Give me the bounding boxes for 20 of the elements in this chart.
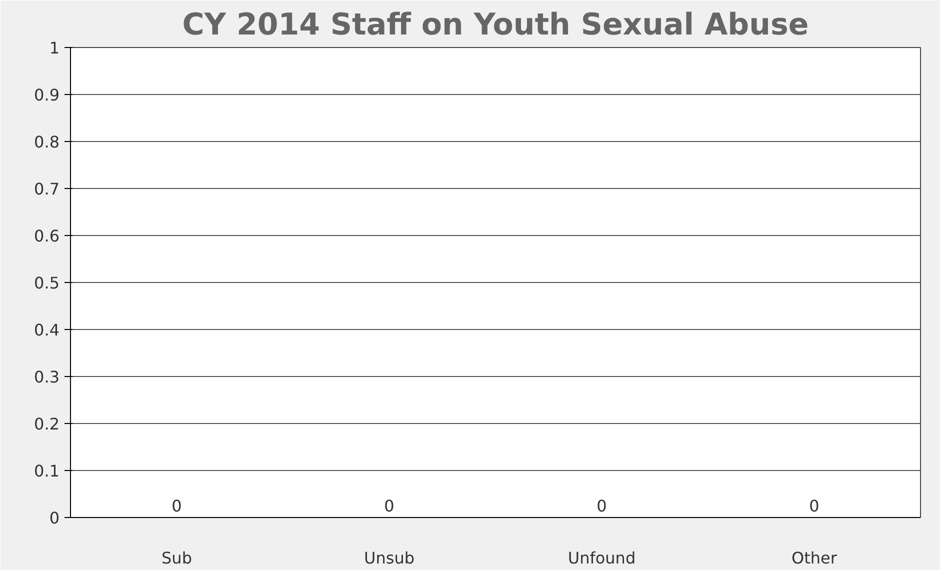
x-tick-label: Unfound (568, 548, 636, 568)
data-label: 0 (384, 496, 394, 516)
y-tick-label: 0.3 (34, 368, 60, 386)
y-tick-label: 0.2 (34, 414, 60, 434)
chart-title: CY 2014 Staff on Youth Sexual Abuse (182, 8, 809, 42)
y-tick-label: 0.1 (34, 462, 60, 480)
y-tick-label: 0.8 (34, 132, 60, 152)
x-tick-label: Unsub (364, 548, 414, 568)
y-tick-label: 0.9 (34, 86, 60, 104)
y-tick-label: 0.4 (34, 320, 60, 340)
x-tick-label: Other (792, 548, 838, 568)
y-tick-label: 0 (49, 508, 60, 528)
y-tick-label: 0.7 (34, 180, 60, 198)
y-tick-label: 0.6 (34, 226, 60, 246)
y-tick-label: 1 (49, 38, 60, 58)
x-tick-label: Sub (162, 548, 192, 568)
data-label: 0 (596, 496, 607, 516)
data-label: 0 (172, 496, 182, 516)
data-label: 0 (809, 496, 820, 516)
y-tick-label: 0.5 (34, 274, 60, 292)
